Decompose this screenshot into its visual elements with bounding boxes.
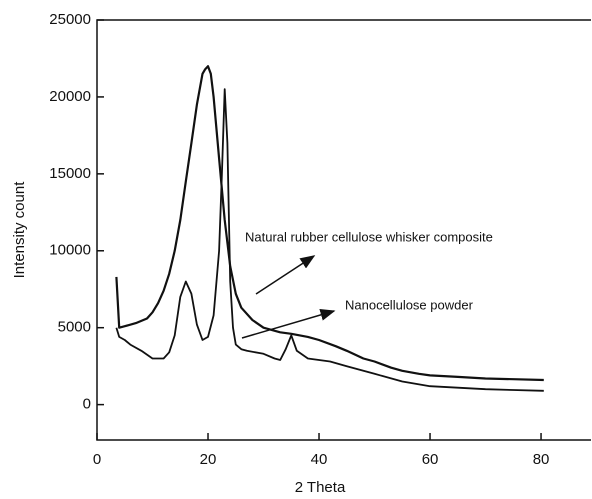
x-tick-label: 80 <box>533 451 550 468</box>
series-line <box>115 65 544 382</box>
y-tick-label: 20000 <box>49 88 91 105</box>
y-tick-label: 25000 <box>49 11 91 28</box>
y-tick-label: 0 <box>83 396 91 413</box>
x-axis-label: 2 Theta <box>295 479 346 496</box>
x-tick-label: 0 <box>93 451 101 468</box>
x-tick-label: 60 <box>422 451 439 468</box>
annotation: Natural rubber cellulose whisker composi… <box>245 229 493 244</box>
x-tick-label: 20 <box>200 451 217 468</box>
series-line <box>115 88 544 392</box>
axes-frame <box>96 19 591 441</box>
y-axis-label: Intensity count <box>11 181 28 279</box>
x-tick-label: 40 <box>311 451 328 468</box>
annotation-arrow <box>241 309 336 339</box>
annotation: Nanocellulose powder <box>345 297 474 312</box>
y-tick-label: 15000 <box>49 165 91 182</box>
annotation-arrow <box>255 255 316 295</box>
y-tick-label: 5000 <box>58 319 91 336</box>
y-tick-label: 10000 <box>49 242 91 259</box>
